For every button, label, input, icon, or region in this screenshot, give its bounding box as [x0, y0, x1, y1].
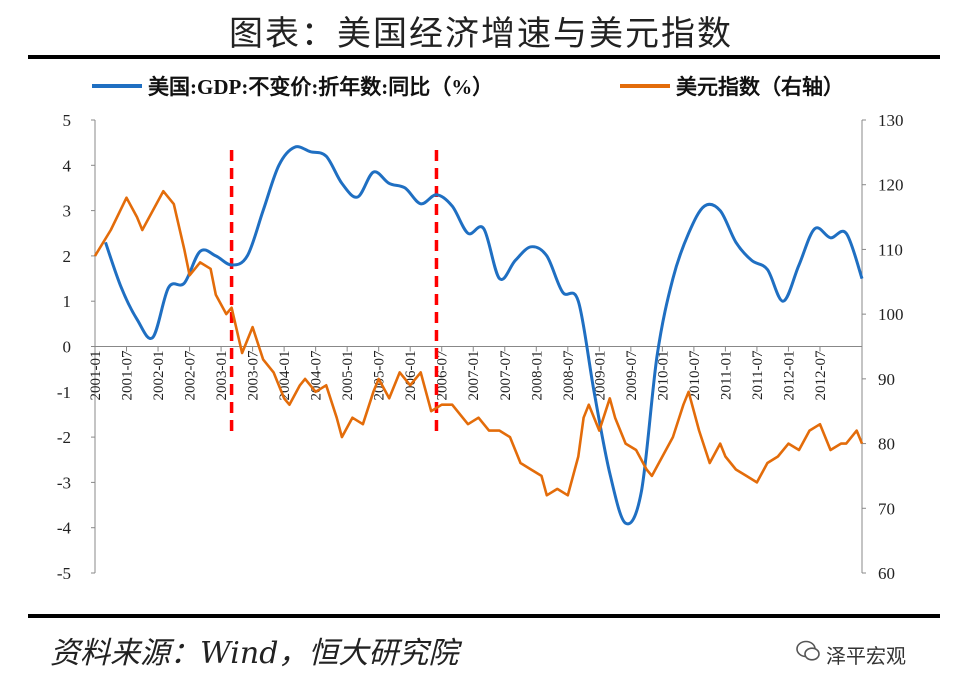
right-tick-label: 120: [878, 176, 904, 195]
left-tick-label: 0: [63, 338, 72, 357]
x-tick-label: 2002-01: [151, 351, 167, 401]
x-tick-label: 2008-01: [529, 351, 545, 401]
chart-legend: 美国:GDP:不变价:折年数:同比（%） 美元指数（右轴）: [92, 75, 844, 99]
x-tick-label: 2011-07: [750, 350, 766, 400]
dollar-index-line: [93, 189, 864, 497]
x-tick-label: 2010-07: [687, 350, 703, 400]
left-tick-label: -3: [57, 473, 71, 492]
left-tick-label: 3: [63, 202, 72, 221]
watermark: 泽平宏观: [826, 644, 906, 668]
x-tick-label: 2006-07: [435, 350, 451, 400]
x-tick-label: 2004-07: [309, 350, 325, 400]
chart-series: [93, 145, 864, 526]
right-tick-label: 70: [878, 499, 895, 518]
x-tick-label: 2005-01: [340, 351, 356, 401]
x-tick-label: 2010-01: [655, 351, 671, 401]
right-tick-label: 110: [878, 240, 903, 259]
x-tick-label: 2011-01: [718, 351, 734, 400]
chart-axes: 5 4 3 2 1 0 -1 -2 -3 -4 -5 130 120 110 100 90 80 70 60 2001…: [57, 111, 904, 583]
page-title: 图表：美国经济增速与美元指数: [229, 14, 733, 54]
x-tick-label: 2009-07: [624, 350, 640, 400]
x-tick-label: 2003-07: [246, 350, 262, 400]
left-tick-label: 2: [63, 247, 72, 266]
left-tick-label: -4: [57, 519, 72, 538]
x-tick-label: 2004-01: [277, 351, 293, 401]
right-tick-label: 80: [878, 435, 895, 454]
right-tick-label: 60: [878, 564, 895, 583]
x-tick-label: 2001-07: [120, 350, 136, 400]
left-tick-label: -2: [57, 428, 71, 447]
x-tick-label: 2002-07: [183, 350, 199, 400]
bottom-rule: [28, 614, 940, 618]
x-tick-label: 2012-07: [813, 350, 829, 400]
x-tick-label: 2009-01: [592, 351, 608, 401]
x-tick-label: 2001-01: [88, 351, 104, 401]
legend-label: 美元指数（右轴）: [676, 75, 844, 99]
x-tick-label: 2007-01: [466, 351, 482, 401]
x-tick-label: 2006-01: [403, 351, 419, 401]
source-note: 资料来源：Wind，恒大研究院: [50, 636, 459, 671]
x-tick-label: 2012-01: [781, 351, 797, 401]
x-tick-label: 2007-07: [498, 350, 514, 400]
legend-label: 美国:GDP:不变价:折年数:同比（%）: [148, 75, 493, 99]
x-tick-label: 2008-07: [561, 350, 577, 400]
right-tick-label: 130: [878, 111, 904, 130]
left-tick-label: -1: [57, 383, 71, 402]
top-rule: [28, 55, 940, 59]
left-tick-label: -5: [57, 564, 71, 583]
left-tick-label: 5: [63, 111, 72, 130]
left-tick-label: 4: [63, 156, 72, 175]
chart: 美国:GDP:不变价:折年数:同比（%） 美元指数（右轴） 5 4 3 2 1 0 -1 -2 -…: [57, 75, 904, 583]
x-tick-label: 2003-01: [214, 351, 230, 401]
left-tick-label: 1: [63, 292, 72, 311]
right-tick-label: 100: [878, 305, 904, 324]
wechat-icon: [796, 640, 820, 661]
gdp-growth-line: [104, 145, 864, 526]
right-tick-label: 90: [878, 370, 895, 389]
chart-vlines: [229, 150, 439, 432]
